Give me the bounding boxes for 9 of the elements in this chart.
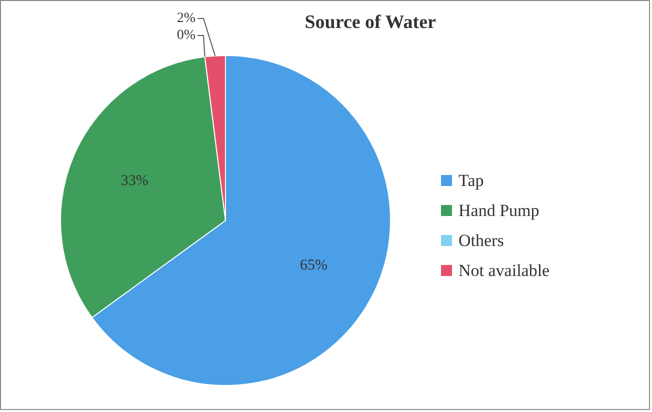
chart-title: Source of Water bbox=[304, 12, 437, 33]
data-label: 33% bbox=[120, 173, 148, 190]
data-label: 65% bbox=[300, 257, 328, 274]
legend-label: Hand Pump bbox=[458, 201, 540, 220]
legend-label: Not available bbox=[458, 261, 550, 280]
legend-label: Tap bbox=[458, 171, 484, 190]
data-label: 2% bbox=[176, 11, 196, 26]
text: 0% bbox=[176, 28, 196, 43]
legend-label: Others bbox=[458, 231, 504, 250]
